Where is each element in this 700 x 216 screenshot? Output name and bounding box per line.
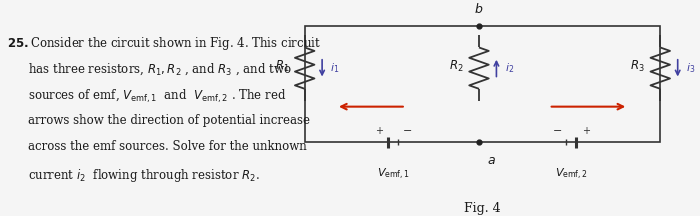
- Text: $V_{\mathrm{emf},1}$: $V_{\mathrm{emf},1}$: [377, 167, 410, 182]
- Text: −: −: [402, 126, 412, 136]
- Text: $i_3$: $i_3$: [686, 61, 695, 75]
- Text: $R_1$: $R_1$: [274, 59, 289, 74]
- Text: $a$: $a$: [487, 154, 496, 167]
- Text: sources of emf, $V_{\mathrm{emf},1}$  and  $V_{\mathrm{emf},2}$ . The red: sources of emf, $V_{\mathrm{emf},1}$ and…: [28, 88, 286, 105]
- Text: arrows show the direction of potential increase: arrows show the direction of potential i…: [28, 114, 310, 127]
- Text: $b$: $b$: [475, 2, 484, 16]
- Text: $\mathbf{25.}$Consider the circuit shown in Fig. 4. This circuit: $\mathbf{25.}$Consider the circuit shown…: [7, 35, 321, 52]
- Text: Fig. 4: Fig. 4: [464, 202, 500, 216]
- Text: across the emf sources. Solve for the unknown: across the emf sources. Solve for the un…: [28, 140, 307, 154]
- Text: $i_1$: $i_1$: [330, 61, 340, 75]
- Text: current $i_2$  flowing through resistor $R_2$.: current $i_2$ flowing through resistor $…: [28, 167, 260, 184]
- Text: −: −: [552, 126, 562, 136]
- Text: +: +: [374, 126, 383, 136]
- Text: $V_{\mathrm{emf},2}$: $V_{\mathrm{emf},2}$: [554, 167, 587, 182]
- Text: $R_2$: $R_2$: [449, 59, 463, 74]
- Text: $i_2$: $i_2$: [505, 61, 514, 75]
- Text: +: +: [582, 126, 589, 136]
- Text: $R_3$: $R_3$: [630, 59, 645, 74]
- Text: has three resistors, $R_1, R_2$ , and $R_3$ , and two: has three resistors, $R_1, R_2$ , and $R…: [28, 62, 292, 77]
